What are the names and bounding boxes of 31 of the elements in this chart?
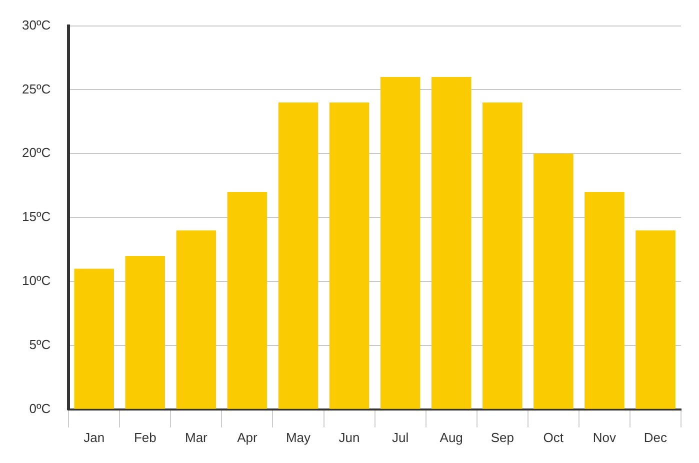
x-tick-label: Aug — [440, 430, 463, 445]
x-tick-label: Sep — [490, 430, 514, 445]
y-tick-label: 25ºC — [22, 81, 51, 96]
bar — [431, 76, 472, 409]
y-tick-label: 30ºC — [22, 17, 51, 32]
bar — [176, 230, 216, 409]
x-tick-label: Feb — [134, 430, 156, 445]
y-tick-label: 5ºC — [29, 337, 51, 352]
x-tick-label: Dec — [644, 430, 668, 445]
x-tick-label: Mar — [184, 430, 208, 445]
bar — [380, 76, 420, 409]
x-tick-label: Oct — [543, 430, 564, 445]
bar — [125, 256, 166, 409]
bar — [227, 192, 268, 409]
bar — [636, 230, 676, 409]
y-tick-label: 20ºC — [22, 145, 51, 160]
x-tick-label: Jul — [392, 430, 409, 445]
x-tick-label: Apr — [237, 430, 258, 445]
x-tick-label: Jan — [84, 430, 105, 445]
y-tick-label: 0ºC — [29, 400, 51, 416]
x-tick-label: May — [286, 430, 312, 445]
bar — [278, 102, 318, 409]
x-tick-label: Nov — [592, 430, 617, 445]
bar — [482, 102, 522, 409]
bar — [74, 268, 114, 409]
x-tick-label: Jun — [338, 430, 360, 445]
y-tick-label: 15ºC — [22, 209, 51, 224]
bar — [329, 102, 370, 409]
bar — [534, 154, 574, 409]
y-tick-label: 10ºC — [22, 273, 51, 288]
bar — [584, 192, 624, 409]
